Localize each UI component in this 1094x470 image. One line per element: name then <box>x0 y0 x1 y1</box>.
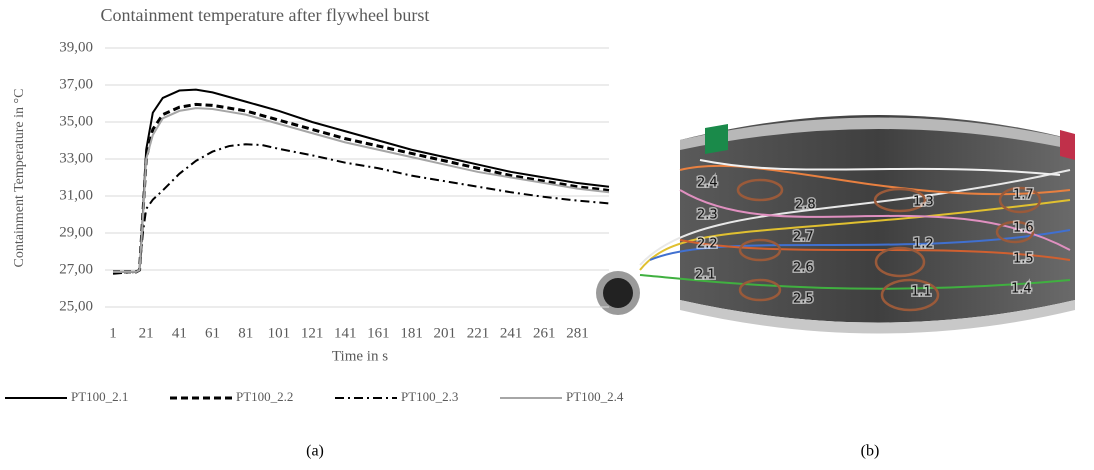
x-tick-label: 261 <box>533 325 556 341</box>
x-tick-label: 61 <box>205 325 220 341</box>
data-line <box>113 144 609 274</box>
y-tick-label: 25,00 <box>59 298 93 314</box>
figure: Containment temperature after flywheel b… <box>0 0 1094 470</box>
x-tick-label: 221 <box>467 325 490 341</box>
sensor-label: 2.7 <box>793 230 814 245</box>
y-tick-label: 37,00 <box>59 76 93 92</box>
sensor-label: 1.4 <box>1011 282 1032 297</box>
y-tick-label: 31,00 <box>59 187 93 203</box>
green-mark <box>705 124 728 154</box>
sensor-label: 2.6 <box>793 261 814 276</box>
photo: 2.4 2.8 1.3 1.7 2.3 2.7 1.2 1.6 2.2 2.6 1.5 2.1 2.5 1… <box>596 115 1075 334</box>
x-tick-label: 21 <box>139 325 154 341</box>
sensor-label: 1.2 <box>913 237 934 252</box>
red-mark <box>1060 130 1075 160</box>
legend-label: PT100_2.3 <box>401 389 458 404</box>
y-tick-label: 39,00 <box>59 39 93 55</box>
sensor-label: 1.7 <box>1013 188 1034 203</box>
connector-face <box>603 278 633 308</box>
y-tick-label: 33,00 <box>59 150 93 166</box>
y-tick-label: 35,00 <box>59 113 93 129</box>
sensor-label: 1.6 <box>1013 221 1034 236</box>
sensor-label: 1.1 <box>911 285 932 300</box>
x-tick-label: 1 <box>109 325 117 341</box>
sensor-label: 1.5 <box>1013 252 1034 267</box>
sensor-label: 2.2 <box>697 237 718 252</box>
sensor-label: 2.1 <box>695 268 716 283</box>
y-axis-label: Containment Temperature in °C <box>12 89 27 268</box>
sensor-label: 1.3 <box>913 195 934 210</box>
sensor-label: 2.5 <box>793 292 814 307</box>
chart-title: Containment temperature after flywheel b… <box>101 5 430 25</box>
y-tick-label: 27,00 <box>59 261 93 277</box>
x-tick-label: 281 <box>566 325 589 341</box>
sensor-label: 2.8 <box>795 198 816 213</box>
x-axis-label: Time in s <box>332 348 388 364</box>
x-tick-label: 101 <box>268 325 291 341</box>
legend-label: PT100_2.4 <box>566 389 624 404</box>
x-tick-label: 121 <box>301 325 324 341</box>
sensor-label: 2.3 <box>697 208 718 223</box>
legend-label: PT100_2.1 <box>71 389 128 404</box>
x-tick-label: 201 <box>434 325 457 341</box>
legend-label: PT100_2.2 <box>236 389 293 404</box>
x-tick-label: 161 <box>367 325 390 341</box>
panel-label: (b) <box>861 443 880 460</box>
x-tick-label: 181 <box>400 325 423 341</box>
sensor-label: 2.4 <box>697 176 718 191</box>
data-line <box>113 104 609 271</box>
x-tick-label: 81 <box>238 325 253 341</box>
x-tick-label: 41 <box>172 325 187 341</box>
panel-label: (a) <box>306 443 324 460</box>
x-tick-label: 241 <box>500 325 523 341</box>
y-tick-label: 29,00 <box>59 224 93 240</box>
x-tick-label: 141 <box>334 325 357 341</box>
data-line <box>113 108 609 272</box>
